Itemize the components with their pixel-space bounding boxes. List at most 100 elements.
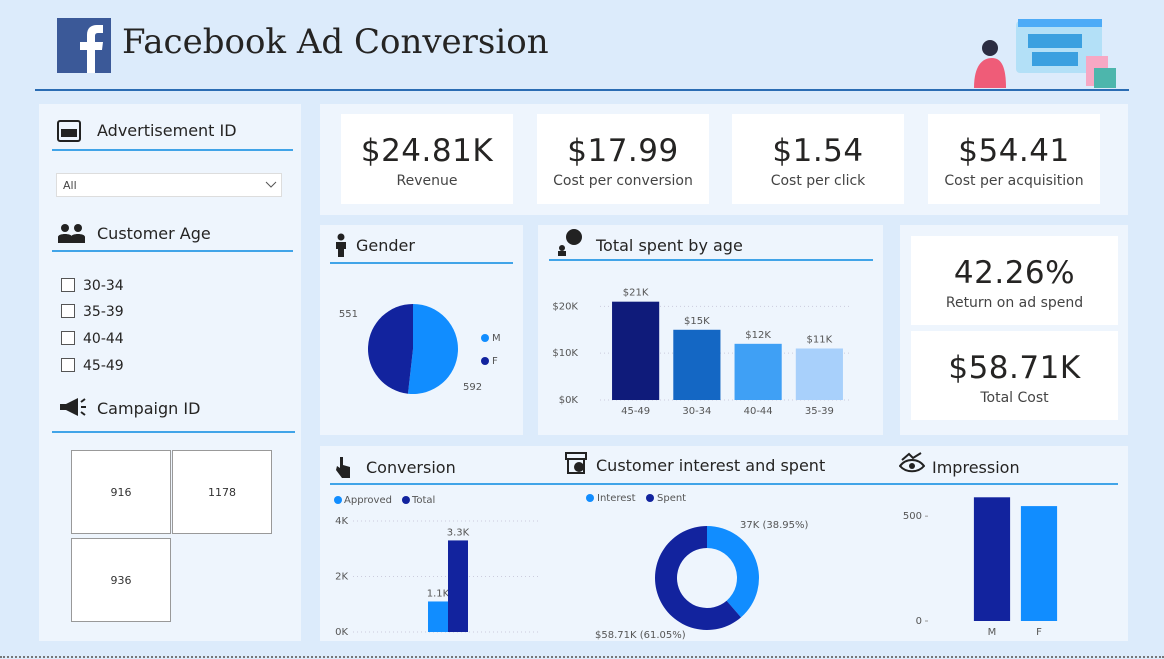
- kpi-card: $54.41 Cost per acquisition: [928, 114, 1100, 204]
- bar: [428, 601, 448, 632]
- chart-title: Impression: [932, 458, 1020, 477]
- eye-icon: [899, 452, 925, 473]
- kpi-value: $24.81K: [360, 133, 494, 169]
- data-label: $12K: [745, 330, 771, 341]
- facebook-logo: [57, 18, 111, 73]
- bar: [612, 301, 660, 400]
- bar: [973, 497, 1011, 621]
- kpi-label: Revenue: [396, 173, 458, 189]
- filter-title: Advertisement ID: [97, 121, 237, 140]
- spent-by-age-chart: $0K $10K $20K 45-49 $21K 30-34 $15K 40-44 $12K 35…: [552, 288, 850, 417]
- megaphone-icon: [60, 398, 86, 416]
- chart-title: Conversion: [366, 458, 456, 477]
- kpi-card: $58.71K Total Cost: [911, 331, 1118, 420]
- underline: [52, 149, 293, 151]
- legend-marker: [481, 334, 489, 342]
- kpi-label: Return on ad spend: [945, 295, 1084, 311]
- checkbox-option[interactable]: 35-39: [61, 304, 124, 320]
- data-label: $58.71K (61.05%): [595, 630, 686, 641]
- legend-label: M: [492, 333, 501, 344]
- campaign-tile[interactable]: 916: [71, 450, 171, 534]
- underline: [330, 262, 513, 264]
- kpi-value: $58.71K: [948, 350, 1081, 386]
- legend-label: Interest: [597, 493, 636, 504]
- y-tick-label: 2K: [335, 572, 348, 583]
- header-rule: [35, 89, 1129, 91]
- chevron: [265, 181, 277, 188]
- x-tick-label: 35-39: [805, 406, 834, 417]
- bar: [448, 540, 468, 632]
- conversion-chart: 0K 2K 4K 1.1K 3.3K Approved Total: [334, 495, 538, 638]
- x-tick-label: F: [1036, 627, 1042, 638]
- donut-slice: [655, 526, 741, 630]
- bar: [673, 329, 721, 400]
- campaign-tile[interactable]: 1178: [172, 450, 272, 534]
- kpi-label: Cost per click: [770, 173, 866, 189]
- checkbox-option[interactable]: 40-44: [61, 331, 124, 347]
- legend-label: Spent: [657, 493, 686, 504]
- interest-spent-chart: 37K (38.95%) Interest $58.71K (61.05%) Spen…: [586, 493, 808, 641]
- y-tick-label: $20K: [552, 301, 578, 312]
- pie-slice: [368, 304, 413, 394]
- kpi-card: $24.81K Revenue: [341, 114, 513, 204]
- kpi-label: Cost per acquisition: [944, 173, 1084, 189]
- bar: [734, 343, 782, 400]
- gender-chart: 592 M 551 F: [339, 304, 501, 394]
- data-label: 551: [339, 309, 358, 320]
- x-tick-label: 45-49: [621, 406, 650, 417]
- data-label: 3.3K: [447, 527, 470, 538]
- data-label: $21K: [623, 288, 649, 299]
- illustration: [974, 19, 1116, 88]
- bottom-border: [0, 656, 1164, 658]
- data-label: 592: [463, 382, 482, 393]
- dropdown[interactable]: All: [56, 173, 282, 197]
- legend-marker: [334, 496, 342, 504]
- impression-chart: 0 500 M F: [903, 497, 1058, 638]
- logo-icon: [80, 25, 103, 73]
- dropdown-value: All: [63, 179, 77, 192]
- pie-slice: [407, 304, 458, 394]
- x-tick-label: 40-44: [744, 406, 773, 417]
- person-icon: [336, 233, 346, 257]
- ad-icon: [57, 120, 81, 142]
- y-tick-label: 500: [903, 511, 922, 522]
- chart-title: Customer interest and spent: [596, 456, 826, 475]
- kpi-value: $54.41: [958, 133, 1070, 169]
- filter-title: Campaign ID: [97, 399, 201, 418]
- legend-label: Approved: [344, 495, 392, 506]
- y-tick-label: $0K: [559, 395, 579, 406]
- kpi-label: Cost per conversion: [553, 173, 693, 189]
- underline: [52, 431, 295, 433]
- page-title: Facebook Ad Conversion: [122, 22, 549, 62]
- donut-slice: [707, 526, 759, 618]
- x-tick-label: 30-34: [682, 406, 711, 417]
- data-label: $11K: [807, 335, 833, 346]
- kpi-card: 42.26% Return on ad spend: [911, 236, 1118, 325]
- campaign-tile[interactable]: 936: [71, 538, 171, 622]
- shop-icon: [565, 452, 587, 474]
- chart-title: Gender: [356, 236, 415, 255]
- data-label: $15K: [684, 316, 710, 327]
- y-tick-label: 0K: [335, 627, 348, 638]
- x-tick-label: M: [988, 627, 997, 638]
- y-tick-label: $10K: [552, 348, 578, 359]
- people-icon: [58, 224, 85, 243]
- underline: [549, 259, 873, 261]
- legend-marker: [586, 494, 594, 502]
- hand-icon: [336, 457, 350, 478]
- data-label: 1.1K: [427, 588, 450, 599]
- checkbox-option[interactable]: 30-34: [61, 278, 124, 294]
- filter-title: Customer Age: [97, 224, 211, 243]
- legend-label: F: [492, 356, 498, 367]
- kpi-value: $1.54: [772, 133, 864, 169]
- kpi-label: Total Cost: [980, 390, 1049, 406]
- legend-marker: [401, 496, 410, 504]
- option-label: 40-44: [83, 331, 124, 347]
- checkbox-option[interactable]: 45-49: [61, 358, 124, 374]
- option-label: 30-34: [83, 278, 124, 294]
- bar: [1020, 506, 1058, 621]
- underline: [52, 250, 293, 252]
- y-tick-label: 4K: [335, 516, 348, 527]
- chart-title: Total spent by age: [596, 236, 743, 255]
